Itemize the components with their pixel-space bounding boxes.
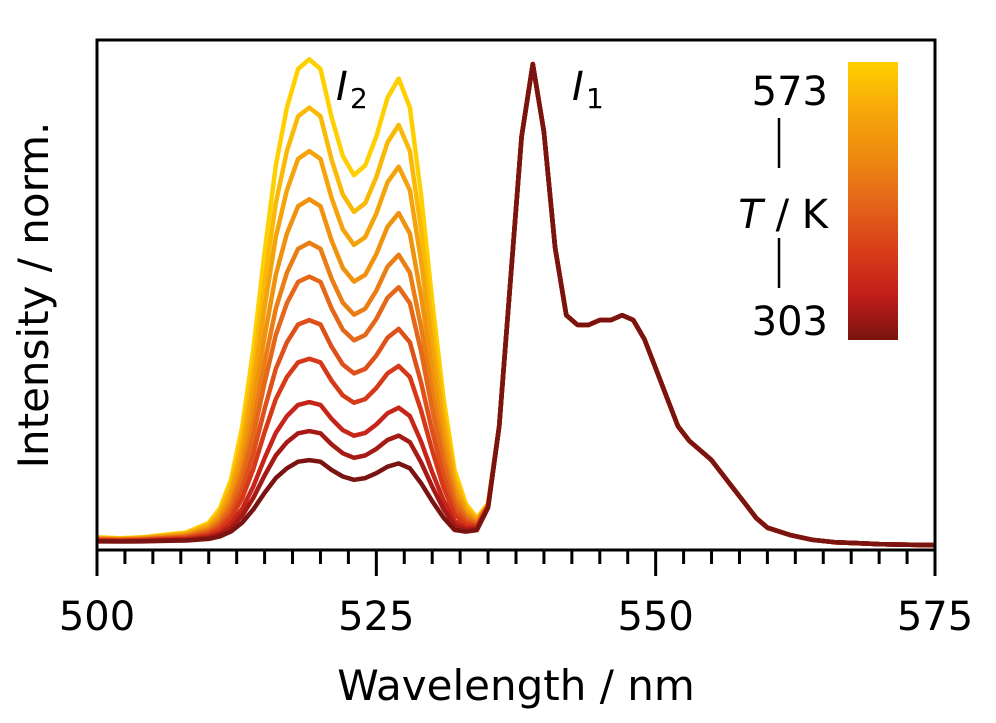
series-layer xyxy=(96,57,936,548)
plot-frame xyxy=(95,38,937,552)
series-line-303K xyxy=(96,61,936,548)
y-axis-title: Intensity / norm. xyxy=(9,122,58,469)
x-tick-label: 500 xyxy=(59,594,135,640)
x-tick-label: 575 xyxy=(897,594,973,640)
x-tick-label: 525 xyxy=(338,594,414,640)
x-ticks xyxy=(95,550,937,576)
colorbar: 573 T / K 303 xyxy=(738,62,898,345)
x-axis-title: Wavelength / nm xyxy=(337,661,695,710)
annotation-i1-sub: 1 xyxy=(586,82,604,115)
annotation-i2-sub: 2 xyxy=(350,82,368,115)
annotation-i2: I 2 xyxy=(336,64,368,115)
colorbar-min-label: 303 xyxy=(752,299,828,345)
annotation-i1: I 1 xyxy=(572,64,604,115)
colorbar-gradient xyxy=(848,62,898,340)
colorbar-max-label: 573 xyxy=(752,69,828,115)
x-tick-labels: 500 525 550 575 xyxy=(59,594,973,640)
annotation-i2-base: I xyxy=(336,64,348,110)
colorbar-title-unit: / K xyxy=(763,192,830,238)
colorbar-title-symbol: T xyxy=(738,192,766,238)
colorbar-title: T / K xyxy=(738,192,829,238)
x-tick-label: 550 xyxy=(617,594,693,640)
annotation-i1-base: I xyxy=(572,64,584,110)
